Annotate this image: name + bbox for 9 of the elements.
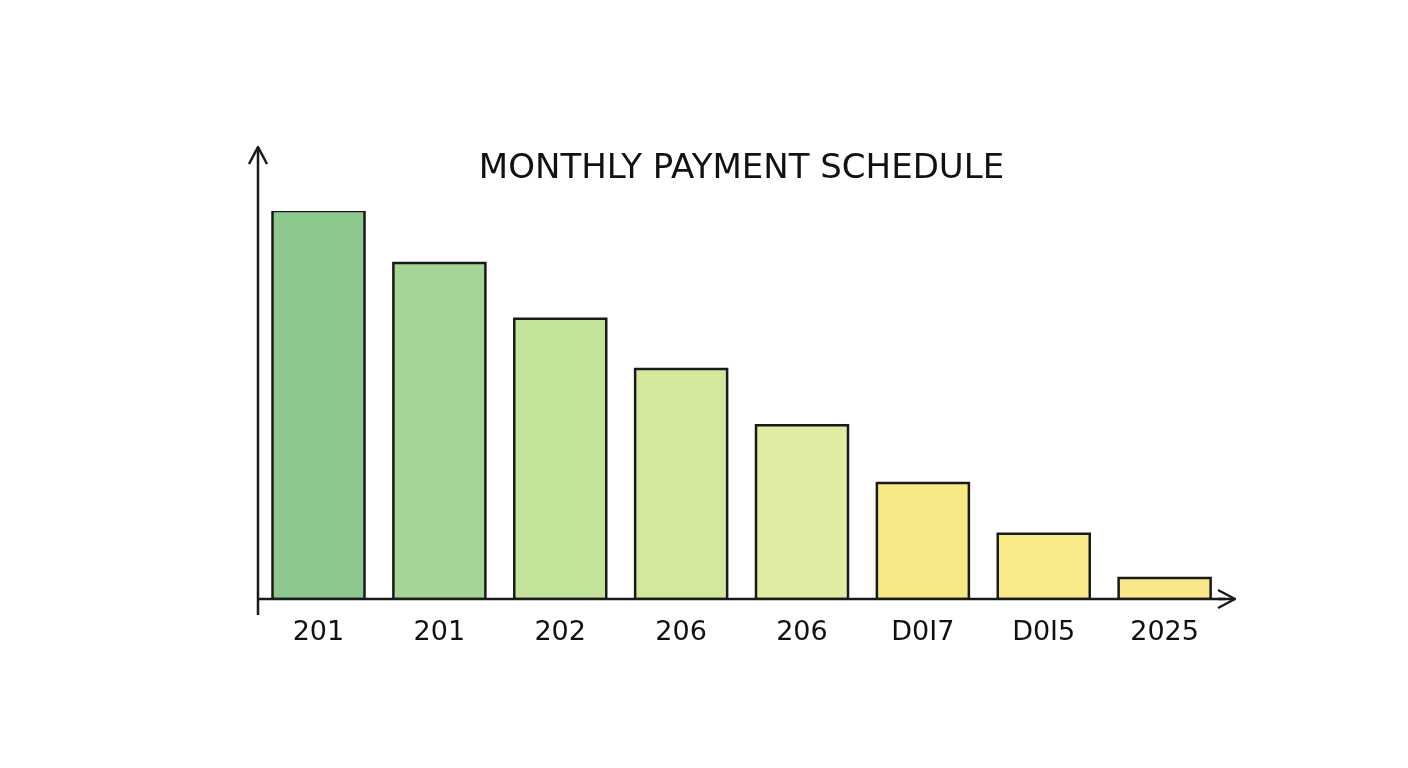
x-tick-label: 201: [292, 615, 345, 647]
x-tick-label: 206: [655, 615, 707, 647]
x-tick-label: D0I5: [1012, 615, 1076, 647]
chart-title: MONTHLY PAYMENT SCHEDULE: [477, 146, 1006, 186]
x-tick-label: 2025: [1130, 615, 1199, 647]
x-tick-label: 201: [413, 615, 466, 647]
x-tick-label: D0I7: [891, 615, 955, 647]
x-tick-label: 206: [776, 615, 828, 647]
x-tick-label: 202: [534, 615, 586, 647]
